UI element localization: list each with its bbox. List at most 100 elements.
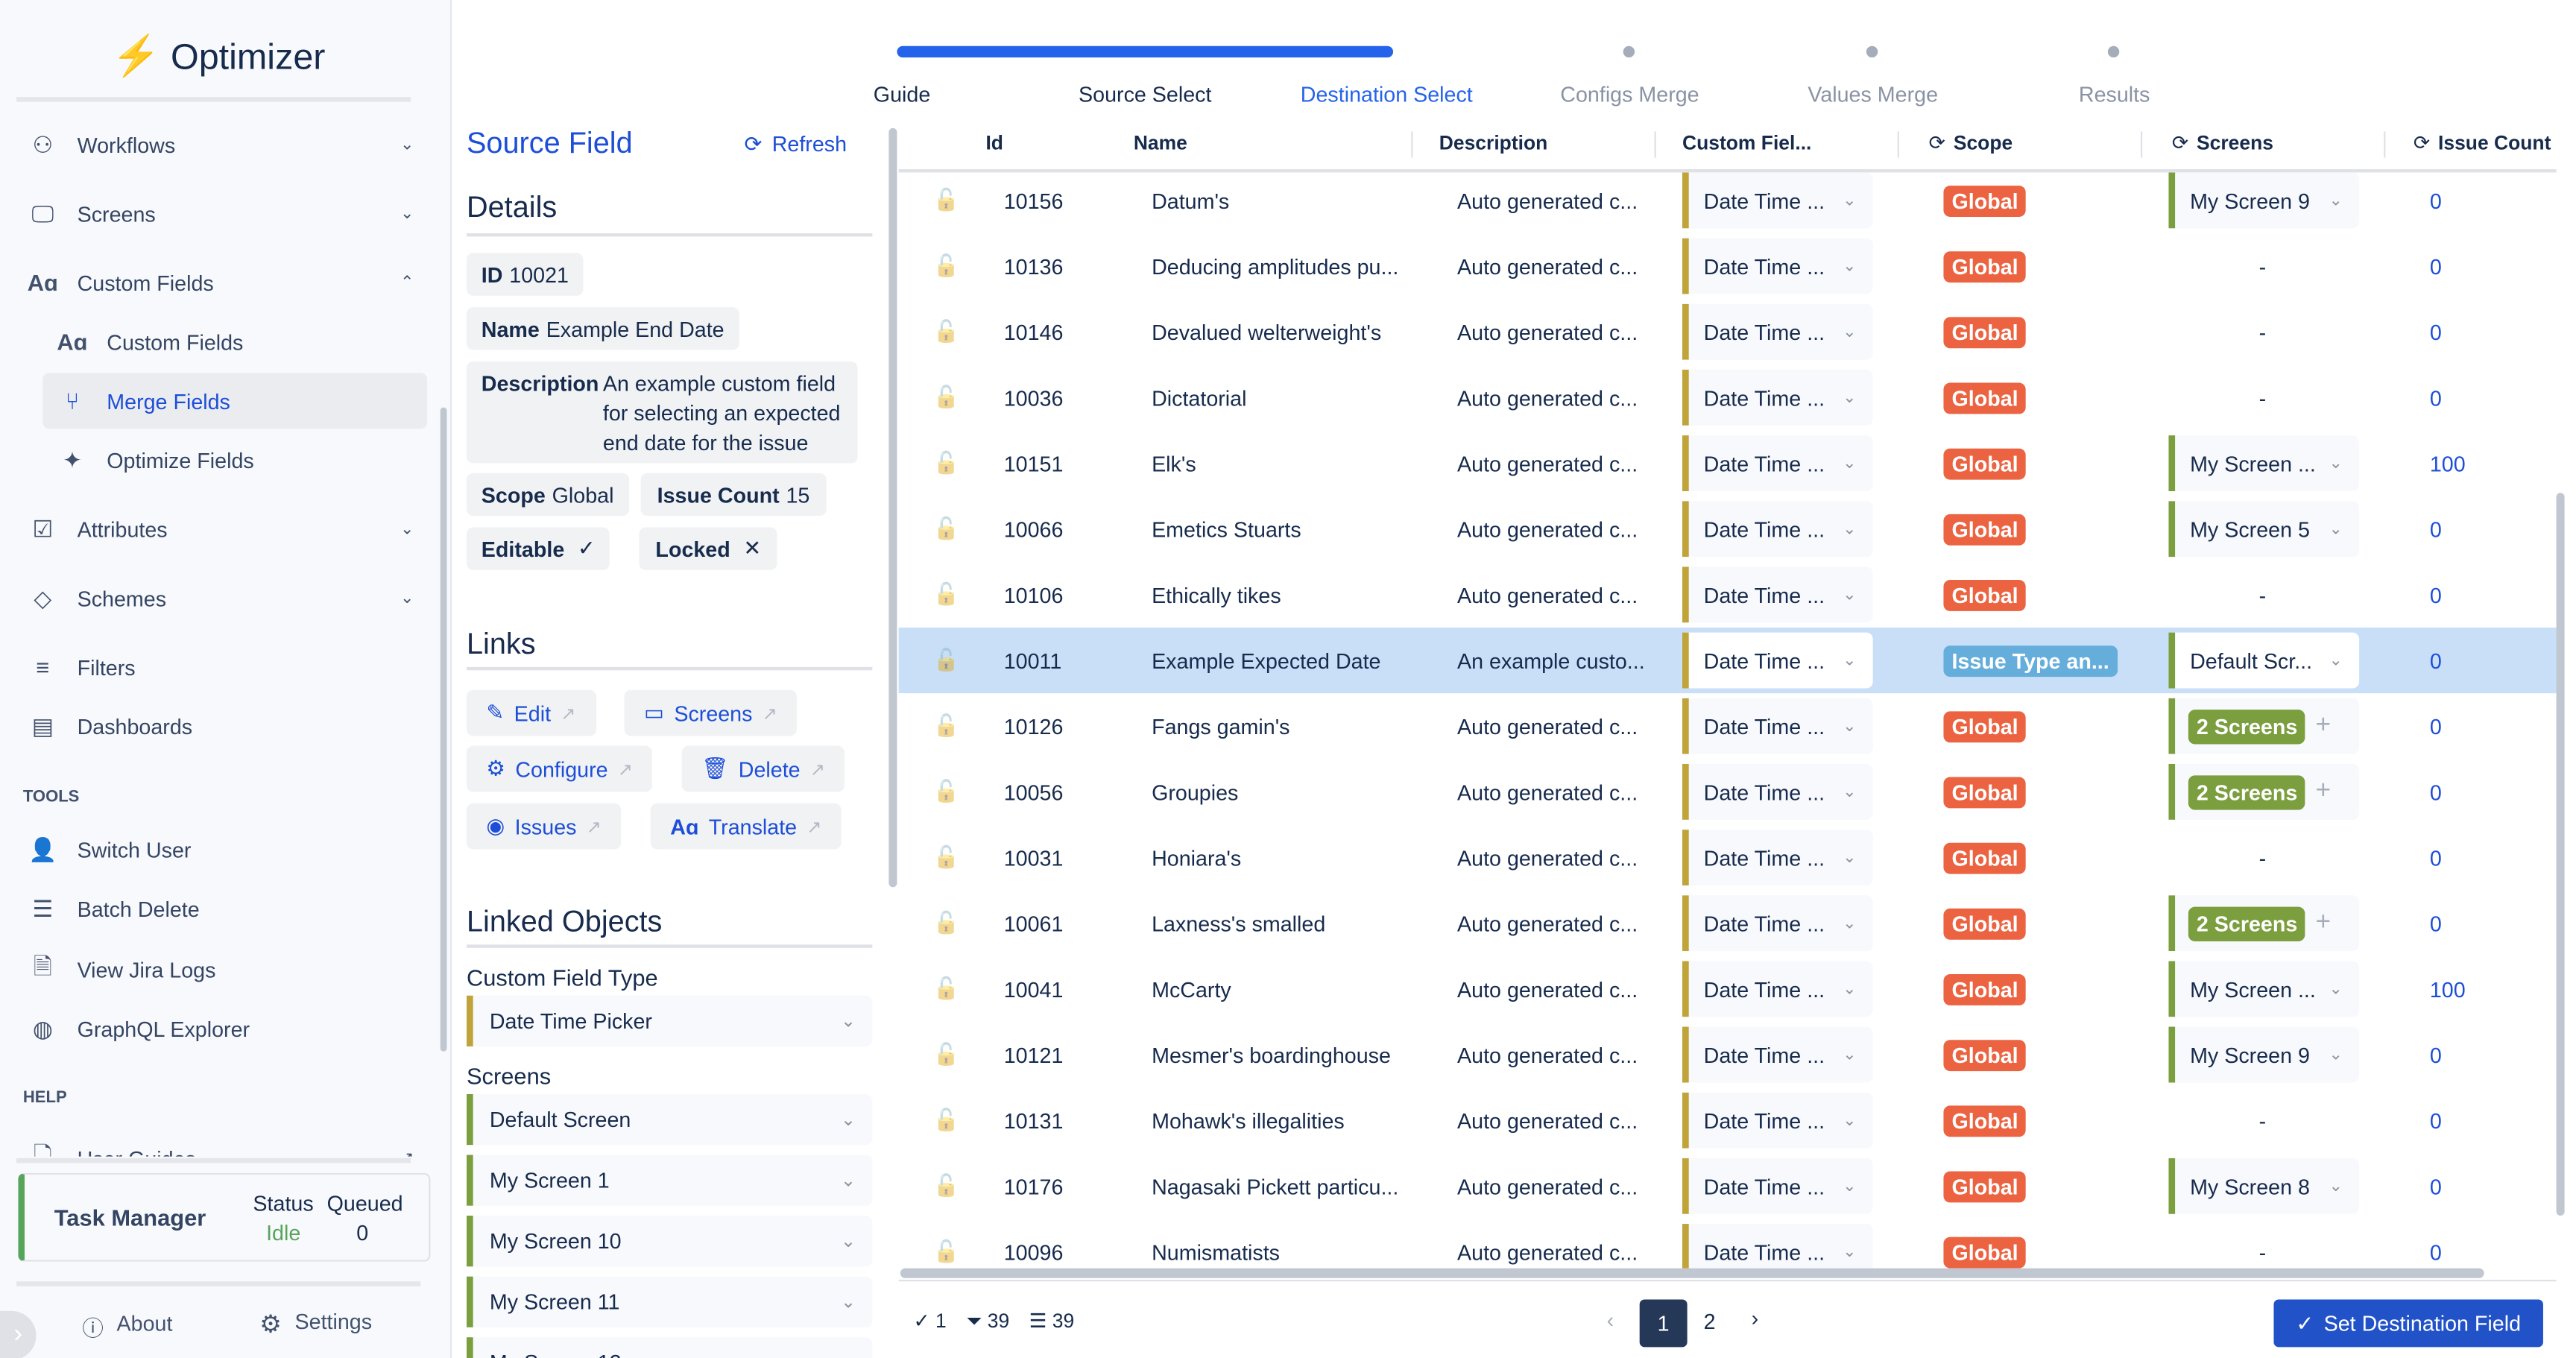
tool-graphql-explorer[interactable]: ◍ GraphQL Explorer: [26, 1001, 427, 1057]
issue-count-link[interactable]: 0: [2429, 319, 2442, 344]
app-logo[interactable]: ⚡ Optimizer: [112, 33, 326, 80]
step-values-merge[interactable]: Values Merge: [1808, 82, 1939, 107]
custom-field-type-select[interactable]: Date Time ... ⌄: [1682, 435, 1873, 492]
column-separator[interactable]: [2384, 131, 2386, 158]
column-header-2[interactable]: Description: [1439, 131, 1548, 155]
screens-link[interactable]: ▭ Screens ↗: [624, 689, 798, 736]
screen-select[interactable]: Default Screen ⌄: [466, 1093, 873, 1146]
custom-field-type-select[interactable]: Date Time ... ⌄: [1682, 1026, 1873, 1083]
column-header-1[interactable]: Name: [1133, 131, 1187, 155]
sidebar-item-merge-fields[interactable]: ⑂ Merge Fields: [42, 373, 428, 429]
edit-link[interactable]: ✎ Edit ↗: [466, 689, 596, 736]
task-manager[interactable]: Task Manager Status Idle Queued 0: [18, 1172, 431, 1262]
vertical-scrollbar[interactable]: [2556, 493, 2565, 1216]
sidebar-item-screens[interactable]: 🖵 Screens ⌄: [26, 186, 427, 241]
about-link[interactable]: ⓘ About: [82, 1311, 172, 1342]
table-row[interactable]: 🔓 10066 Emetics Stuarts Auto generated c...…: [899, 496, 2557, 562]
table-row[interactable]: 🔓 10156 Datum's Auto generated c... Date Tim…: [899, 171, 2557, 233]
custom-field-type-select[interactable]: Date Time ... ⌄: [1682, 698, 1873, 754]
plus-icon[interactable]: +: [2315, 777, 2332, 806]
refresh-button[interactable]: ⟳ Refresh: [744, 131, 847, 157]
issue-count-link[interactable]: 0: [2429, 648, 2442, 673]
screens-select[interactable]: My Screen 9 ⌄: [2168, 172, 2360, 229]
custom-field-type-select[interactable]: Date Time ... ⌄: [1682, 830, 1873, 886]
horizontal-scrollbar[interactable]: [900, 1268, 2484, 1278]
column-header-4[interactable]: ⟳ Scope: [1928, 131, 2013, 155]
custom-field-type-select[interactable]: Date Time ... ⌄: [1682, 238, 1873, 294]
sidebar-item-custom-fields[interactable]: Aɑ Custom Fields: [42, 314, 427, 370]
table-row[interactable]: 🔓 10036 Dictatorial Auto generated c... Date…: [899, 364, 2557, 430]
table-row[interactable]: 🔓 10041 McCarty Auto generated c... Date Tim…: [899, 956, 2557, 1022]
table-row[interactable]: 🔓 10121 Mesmer's boardinghouse Auto generat…: [899, 1022, 2557, 1087]
cft-select[interactable]: Date Time Picker ⌄: [466, 995, 873, 1047]
screens-select[interactable]: Default Scr... ⌄: [2168, 632, 2360, 689]
column-header-0[interactable]: Id: [985, 131, 1003, 155]
column-separator[interactable]: [2140, 131, 2143, 158]
issue-count-link[interactable]: 0: [2429, 517, 2442, 542]
custom-field-type-select[interactable]: Date Time ... ⌄: [1682, 172, 1873, 229]
issue-count-link[interactable]: 0: [2429, 1042, 2442, 1067]
delete-link[interactable]: 🗑 Delete ↗: [681, 745, 845, 792]
issues-link[interactable]: ◉ Issues ↗: [466, 803, 622, 850]
table-row[interactable]: 🔓 10061 Laxness's smalled Auto generated c.…: [899, 891, 2557, 956]
screens-select[interactable]: My Screen ... ⌄: [2168, 435, 2360, 492]
table-row[interactable]: 🔓 10011 Example Expected Date An example cu…: [898, 627, 2557, 694]
issue-count-link[interactable]: 0: [2429, 1239, 2442, 1265]
sidebar-item-custom-fields[interactable]: Aɑ Custom Fields ⌃: [26, 255, 427, 311]
table-row[interactable]: 🔓 10146 Devalued welterweight's Auto genera…: [899, 299, 2557, 364]
expand-chevron-icon[interactable]: ›: [0, 1310, 37, 1358]
issue-count-link[interactable]: 0: [2429, 1108, 2442, 1133]
custom-field-type-select[interactable]: Date Time ... ⌄: [1682, 895, 1873, 952]
screen-select[interactable]: My Screen 11 ⌄: [466, 1276, 873, 1327]
screens-select[interactable]: My Screen 8 ⌄: [2168, 1158, 2360, 1214]
tool-batch-delete[interactable]: ☰ Batch Delete: [26, 881, 427, 937]
table-row[interactable]: 🔓 10136 Deducing amplitudes pu... Auto gene…: [899, 233, 2557, 299]
custom-field-type-select[interactable]: Date Time ... ⌄: [1682, 961, 1873, 1017]
issue-count-link[interactable]: 0: [2429, 385, 2442, 410]
plus-icon[interactable]: +: [2315, 711, 2332, 739]
settings-link[interactable]: ⚙ Settings: [259, 1310, 372, 1339]
sidebar-item-workflows[interactable]: ⚇ Workflows ⌄: [26, 116, 427, 172]
step-source-select[interactable]: Source Select: [1079, 82, 1212, 107]
column-header-3[interactable]: Custom Fiel...: [1682, 131, 1812, 155]
issue-count-link[interactable]: 100: [2429, 451, 2466, 476]
next-page-button[interactable]: ›: [1751, 1306, 1759, 1331]
table-row[interactable]: 🔓 10031 Honiara's Auto generated c... Date T…: [899, 824, 2557, 890]
issue-count-link[interactable]: 0: [2429, 779, 2442, 804]
prev-page-button[interactable]: ‹: [1606, 1307, 1614, 1333]
screen-select[interactable]: My Screen 12⌄: [466, 1337, 873, 1358]
issue-count-link[interactable]: 0: [2429, 253, 2442, 279]
column-header-6[interactable]: ⟳ Issue Count: [2413, 131, 2551, 155]
translate-link[interactable]: Aɑ Translate ↗: [650, 803, 842, 850]
plus-icon[interactable]: +: [2315, 908, 2332, 937]
issue-count-link[interactable]: 0: [2429, 845, 2442, 871]
sidebar-item-dashboards[interactable]: ▤ Dashboards: [26, 698, 427, 754]
configure-link[interactable]: ⚙ Configure ↗: [466, 745, 653, 792]
screens-cell[interactable]: 2 Screens +: [2168, 698, 2360, 754]
table-row[interactable]: 🔓 10126 Fangs gamin's Auto generated c... Da…: [899, 693, 2557, 759]
tool-switch-user[interactable]: 👤 Switch User: [26, 821, 427, 877]
page-2-button[interactable]: 2: [1703, 1309, 1716, 1334]
custom-field-type-select[interactable]: Date Time ... ⌄: [1682, 632, 1873, 689]
custom-field-type-select[interactable]: Date Time ... ⌄: [1682, 1092, 1873, 1149]
issue-count-link[interactable]: 0: [2429, 1173, 2442, 1198]
tool-view-jira-logs[interactable]: 🗎 View Jira Logs: [26, 941, 427, 997]
issue-count-link[interactable]: 0: [2429, 188, 2442, 213]
help-user-guides[interactable]: 🗋 User Guides ↗: [26, 1130, 427, 1157]
screens-select[interactable]: My Screen 5 ⌄: [2168, 501, 2360, 558]
sidebar-item-filters[interactable]: ≡ Filters: [26, 639, 427, 695]
table-row[interactable]: 🔓 10176 Nagasaki Pickett particu... Auto ge…: [899, 1153, 2557, 1219]
table-row[interactable]: 🔓 10096 Numismatists Auto generated c... Dat…: [899, 1219, 2557, 1269]
screens-select[interactable]: My Screen ... ⌄: [2168, 961, 2360, 1017]
table-row[interactable]: 🔓 10056 Groupies Auto generated c... Date Ti…: [899, 759, 2557, 824]
issue-count-link[interactable]: 0: [2429, 582, 2442, 607]
step-guide[interactable]: Guide: [873, 82, 931, 107]
column-header-5[interactable]: ⟳ Screens: [2171, 131, 2273, 155]
custom-field-type-select[interactable]: Date Time ... ⌄: [1682, 1224, 1873, 1269]
column-separator[interactable]: [1654, 131, 1656, 158]
issue-count-link[interactable]: 0: [2429, 713, 2442, 739]
screens-select[interactable]: My Screen 9 ⌄: [2168, 1026, 2360, 1083]
table-row[interactable]: 🔓 10106 Ethically tikes Auto generated c...…: [899, 562, 2557, 628]
step-destination-select[interactable]: Destination Select: [1300, 82, 1473, 107]
step-results[interactable]: Results: [2078, 82, 2150, 107]
